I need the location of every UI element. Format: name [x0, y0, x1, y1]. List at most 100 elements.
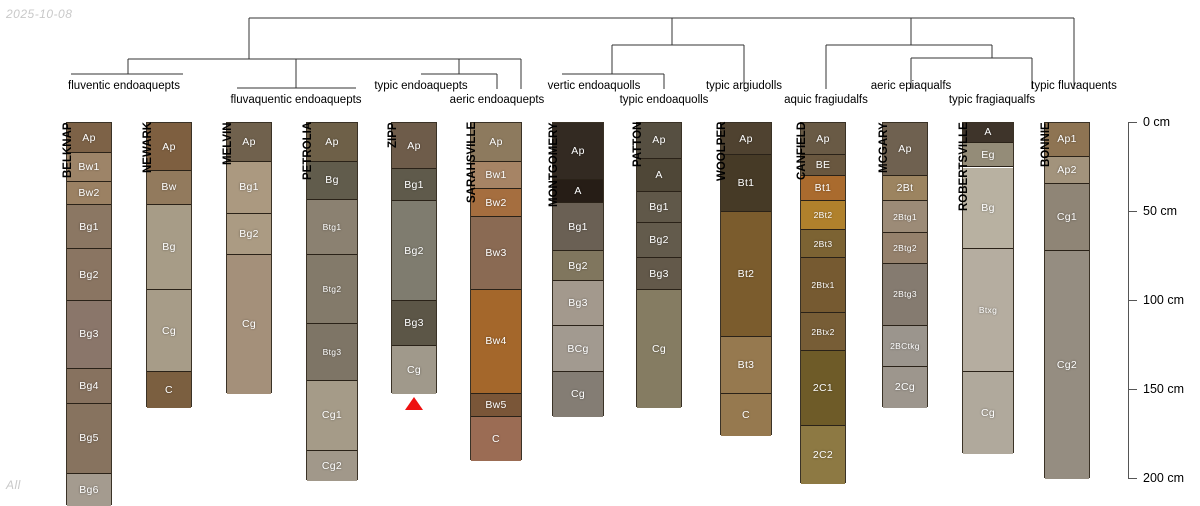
soil-horizon[interactable]: Ap — [307, 123, 357, 163]
soil-horizon[interactable]: Bg — [147, 204, 191, 291]
soil-profile[interactable]: Ap Bg Btg1 Btg2 Btg3 Cg1 Cg2 PETROLIA — [302, 122, 358, 481]
soil-horizon[interactable]: Ap — [553, 123, 603, 180]
soil-horizon[interactable]: Btg1 — [307, 199, 357, 255]
soil-horizon[interactable]: 2Btx1 — [801, 258, 845, 314]
soil-profile[interactable]: Ap1 Ap2 Cg1 Cg2 BONNIE — [1040, 122, 1090, 479]
soil-profile[interactable]: Ap 2Bt 2Btg1 2Btg2 2Btg3 2BCtkg 2Cg MCGARY — [878, 122, 928, 408]
soil-horizon[interactable]: 2Btg3 — [883, 263, 927, 326]
soil-horizon[interactable]: Cg2 — [307, 450, 357, 481]
soil-horizon[interactable]: A — [637, 158, 681, 193]
soil-horizon[interactable]: 2Btg2 — [883, 233, 927, 264]
soil-horizon[interactable]: Ap — [801, 123, 845, 156]
profile-column[interactable]: Ap Bg Btg1 Btg2 Btg3 Cg1 Cg2 — [306, 122, 358, 481]
soil-horizon[interactable]: Ap — [721, 123, 771, 156]
profile-column[interactable]: Ap Bw Bg Cg C — [146, 122, 192, 408]
profile-column[interactable]: A Eg Bg Btxg Cg — [962, 122, 1014, 455]
soil-horizon[interactable]: 2C2 — [801, 425, 845, 485]
soil-horizon[interactable]: Ap — [471, 123, 521, 163]
soil-horizon[interactable]: Ap — [883, 123, 927, 177]
soil-horizon[interactable]: 2Btx2 — [801, 313, 845, 351]
soil-horizon[interactable]: Bt3 — [721, 336, 771, 394]
soil-horizon[interactable]: Bt1 — [801, 176, 845, 202]
profile-column[interactable]: Ap Bg1 Bg2 Cg — [226, 122, 272, 394]
soil-horizon[interactable]: Cg — [227, 254, 271, 394]
soil-horizon[interactable]: A — [963, 123, 1013, 143]
soil-horizon[interactable]: Bg2 — [637, 222, 681, 259]
profile-column[interactable]: Ap BE Bt1 2Bt2 2Bt3 2Btx1 2Btx2 2C1 2C2 — [800, 122, 846, 485]
profile-column[interactable]: Ap A Bg1 Bg2 Bg3 BCg Cg — [552, 122, 604, 417]
soil-horizon[interactable]: Bg5 — [67, 404, 111, 474]
soil-horizon[interactable]: Bw2 — [67, 181, 111, 205]
soil-horizon[interactable]: Bg3 — [637, 258, 681, 291]
soil-horizon[interactable]: 2Bt — [883, 176, 927, 202]
soil-horizon[interactable]: Btxg — [963, 249, 1013, 373]
soil-profile[interactable]: Ap A Bg1 Bg2 Bg3 Cg PATTON — [632, 122, 682, 408]
profile-column[interactable]: Ap Bt1 Bt2 Bt3 C — [720, 122, 772, 437]
soil-horizon[interactable]: Bg1 — [553, 203, 603, 252]
soil-horizon[interactable]: 2Btg1 — [883, 201, 927, 234]
soil-horizon[interactable]: Bg1 — [227, 162, 271, 214]
soil-horizon[interactable]: Bt2 — [721, 212, 771, 337]
soil-horizon[interactable]: Cg — [553, 372, 603, 417]
soil-horizon[interactable]: Bt1 — [721, 155, 771, 212]
soil-profile[interactable]: Ap A Bg1 Bg2 Bg3 BCg Cg MONTGOMERY — [548, 122, 604, 417]
profile-column[interactable]: Ap Bw1 Bw2 Bg1 Bg2 Bg3 Bg4 Bg5 Bg6 — [66, 122, 112, 506]
soil-horizon[interactable]: Cg — [147, 290, 191, 373]
soil-profile[interactable]: Ap Bw1 Bw2 Bw3 Bw4 Bw5 C SARAHSVILLE — [466, 122, 522, 462]
profile-column[interactable]: Ap1 Ap2 Cg1 Cg2 — [1044, 122, 1090, 479]
profile-column[interactable]: Ap 2Bt 2Btg1 2Btg2 2Btg3 2BCtkg 2Cg — [882, 122, 928, 408]
soil-horizon[interactable]: Bg3 — [67, 301, 111, 369]
soil-horizon[interactable]: Bg3 — [553, 281, 603, 326]
soil-profile[interactable]: Ap Bg1 Bg2 Cg MELVIN — [222, 122, 272, 394]
soil-horizon[interactable]: Bg2 — [553, 251, 603, 282]
soil-horizon[interactable]: Bg3 — [392, 301, 436, 346]
soil-horizon[interactable]: Bw1 — [67, 153, 111, 182]
soil-profile[interactable]: Ap BE Bt1 2Bt2 2Bt3 2Btx1 2Btx2 2C1 2C2 CANFIELD — [796, 122, 846, 485]
soil-horizon[interactable]: Bg6 — [67, 473, 111, 506]
soil-horizon[interactable]: Bg1 — [392, 169, 436, 202]
soil-horizon[interactable]: Cg — [963, 372, 1013, 455]
soil-horizon[interactable]: Cg — [637, 290, 681, 408]
soil-horizon[interactable]: Bg1 — [637, 192, 681, 223]
soil-horizon[interactable]: 2Bt3 — [801, 229, 845, 259]
soil-horizon[interactable]: Btg3 — [307, 324, 357, 382]
soil-horizon[interactable]: Cg1 — [1045, 183, 1089, 252]
soil-horizon[interactable]: Ap — [67, 123, 111, 154]
soil-horizon[interactable]: Eg — [963, 142, 1013, 168]
soil-horizon[interactable]: Ap1 — [1045, 123, 1089, 157]
soil-profile[interactable]: A Eg Bg Btxg Cg ROBERTSVILLE — [958, 122, 1014, 455]
soil-horizon[interactable]: Ap2 — [1045, 156, 1089, 184]
soil-horizon[interactable]: Bw3 — [471, 217, 521, 291]
soil-horizon[interactable]: C — [721, 393, 771, 437]
profile-column[interactable]: Ap A Bg1 Bg2 Bg3 Cg — [636, 122, 682, 408]
soil-horizon[interactable]: Bg1 — [67, 204, 111, 250]
soil-horizon[interactable]: Ap — [637, 123, 681, 159]
soil-horizon[interactable]: Bw2 — [471, 188, 521, 218]
soil-horizon[interactable]: Bw5 — [471, 393, 521, 417]
profile-column[interactable]: Ap Bw1 Bw2 Bw3 Bw4 Bw5 C — [470, 122, 522, 462]
soil-profile[interactable]: Ap Bt1 Bt2 Bt3 C WOOLPER — [716, 122, 772, 437]
soil-horizon[interactable]: Bg — [963, 167, 1013, 250]
soil-horizon[interactable]: Cg — [392, 345, 436, 394]
soil-horizon[interactable]: C — [471, 416, 521, 462]
soil-horizon[interactable]: 2Cg — [883, 366, 927, 408]
soil-profile[interactable]: Ap Bg1 Bg2 Bg3 Cg ZIPP — [387, 122, 437, 410]
soil-horizon[interactable]: 2Bt2 — [801, 201, 845, 230]
soil-horizon[interactable]: Cg2 — [1045, 251, 1089, 479]
soil-horizon[interactable]: BE — [801, 155, 845, 177]
soil-horizon[interactable]: Bg2 — [67, 249, 111, 301]
soil-horizon[interactable]: Bw1 — [471, 162, 521, 189]
soil-horizon[interactable]: Bg2 — [227, 213, 271, 255]
soil-horizon[interactable]: Bw4 — [471, 290, 521, 394]
soil-horizon[interactable]: Ap — [392, 123, 436, 170]
soil-horizon[interactable]: Btg2 — [307, 254, 357, 325]
soil-horizon[interactable]: Bg4 — [67, 368, 111, 405]
soil-horizon[interactable]: 2C1 — [801, 350, 845, 426]
profile-column[interactable]: Ap Bg1 Bg2 Bg3 Cg — [391, 122, 437, 394]
soil-horizon[interactable]: 2BCtkg — [883, 325, 927, 367]
soil-horizon[interactable]: Ap — [147, 123, 191, 172]
soil-horizon[interactable]: Bw — [147, 171, 191, 205]
soil-horizon[interactable]: Bg2 — [392, 201, 436, 301]
soil-horizon[interactable]: BCg — [553, 325, 603, 373]
soil-profile[interactable]: Ap Bw Bg Cg C NEWARK — [142, 122, 192, 408]
